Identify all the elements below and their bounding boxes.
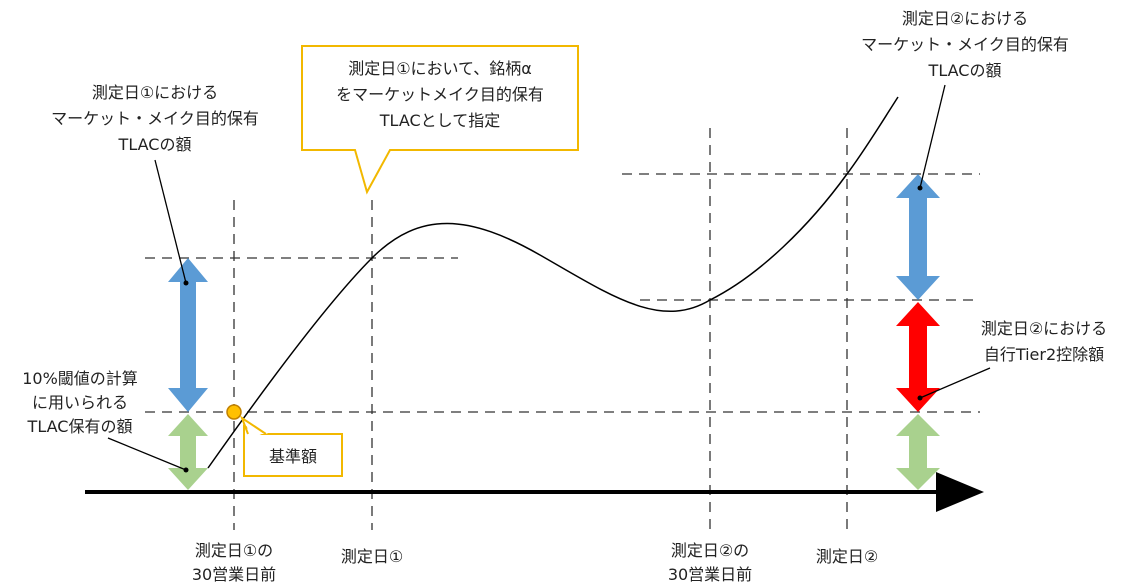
- base-amount-label: 基準額: [269, 447, 317, 466]
- left-lower-label-line-2: に用いられる: [32, 393, 128, 412]
- designation-callout-line-1: 測定日①において、銘柄α: [348, 59, 532, 78]
- left-blue-double-arrow: [168, 258, 208, 412]
- axis-label-day2-30-line-2: 30営業日前: [668, 565, 752, 584]
- axis-label-day1-30-line-2: 30営業日前: [192, 565, 276, 584]
- left-lower-label-line-1: 10%閾値の計算: [22, 369, 138, 388]
- left-upper-label-line-2: マーケット・メイク目的保有: [51, 109, 259, 128]
- pointer-right-middle: [917, 367, 991, 401]
- top-right-label-line-1: 測定日②における: [902, 9, 1028, 28]
- right-red-double-arrow: [896, 302, 940, 412]
- tlac-holding-curve: [207, 96, 899, 469]
- right-green-double-arrow: [896, 414, 940, 490]
- axis-label-day1: 測定日①: [341, 547, 403, 566]
- pointer-left-lower: [107, 437, 189, 473]
- designation-callout-line-2: をマーケットメイク目的保有: [336, 85, 544, 104]
- right-blue-double-arrow: [896, 174, 940, 300]
- pointer-top-right: [917, 84, 946, 191]
- left-lower-label-line-3: TLAC保有の額: [27, 417, 133, 436]
- axis-label-day2-30-line-1: 測定日②の: [671, 541, 749, 560]
- base-amount-marker: [226, 404, 242, 420]
- pointer-left-upper: [154, 159, 189, 286]
- axis-label-day2: 測定日②: [816, 547, 878, 566]
- left-upper-label-line-3: TLACの額: [118, 135, 192, 154]
- right-middle-label-line-2: 自行Tier2控除額: [984, 345, 1104, 364]
- left-upper-label-line-1: 測定日①における: [92, 83, 218, 102]
- designation-callout-line-3: TLACとして指定: [379, 111, 500, 130]
- axis-label-day1-30-line-1: 測定日①の: [195, 541, 273, 560]
- designation-callout-box: [301, 45, 579, 195]
- top-right-label-line-3: TLACの額: [928, 61, 1002, 80]
- right-middle-label-line-1: 測定日②における: [981, 319, 1107, 338]
- left-green-double-arrow: [168, 414, 208, 490]
- top-right-label-line-2: マーケット・メイク目的保有: [861, 35, 1069, 54]
